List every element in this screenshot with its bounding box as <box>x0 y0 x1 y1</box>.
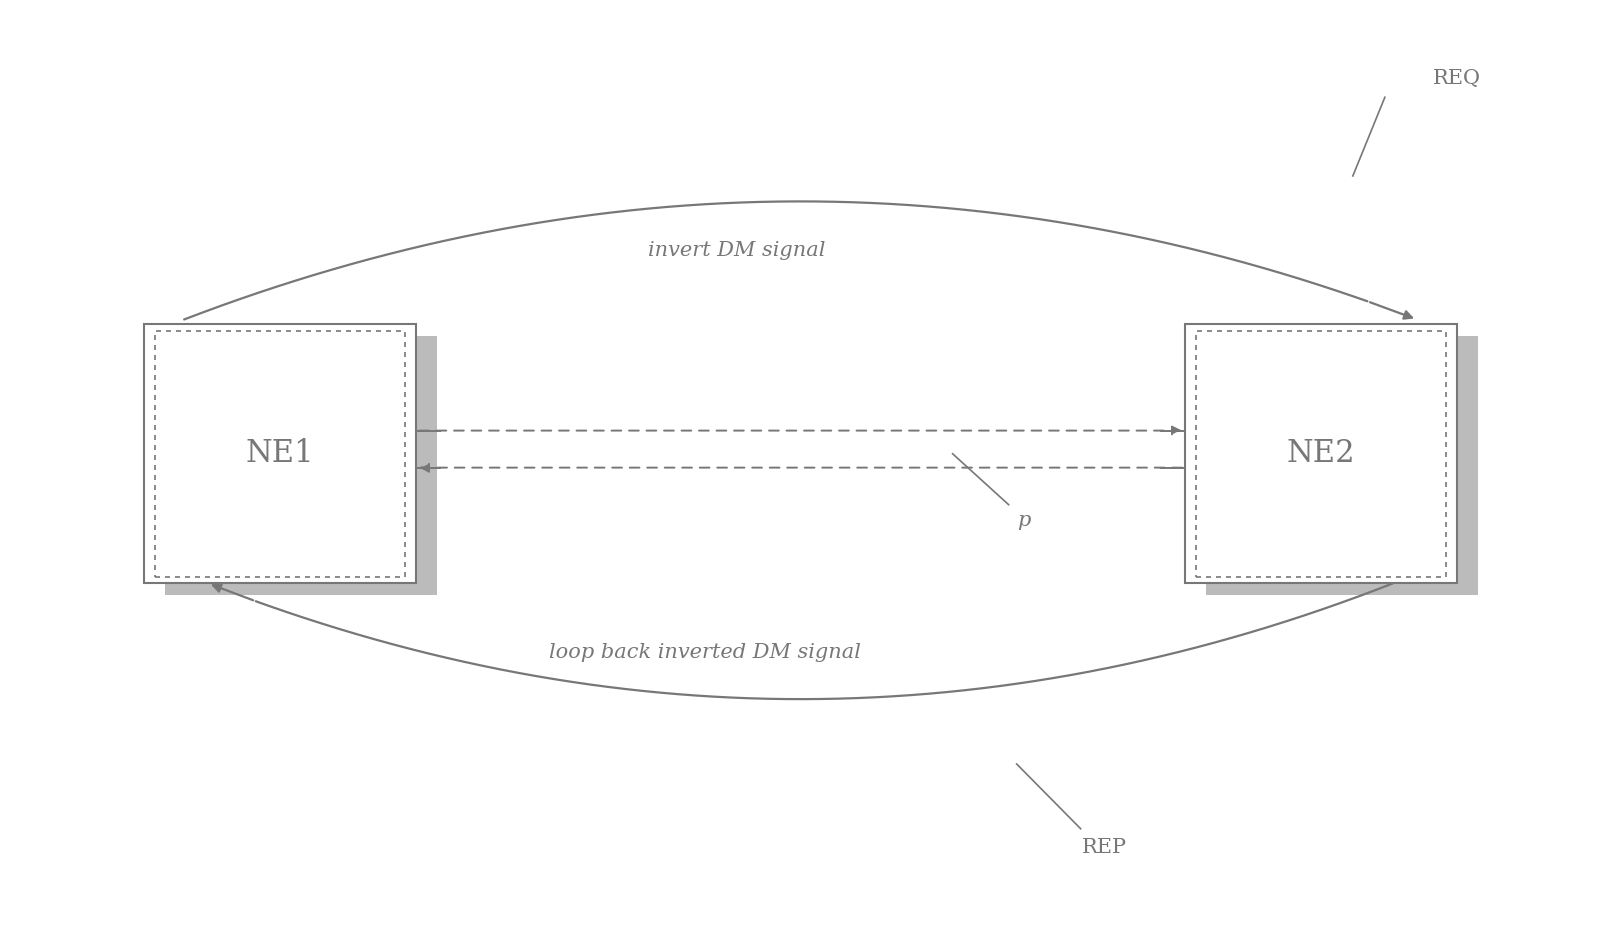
Bar <box>165 336 437 595</box>
Text: REQ: REQ <box>1433 69 1481 88</box>
Bar <box>155 331 405 577</box>
Text: p: p <box>1017 511 1029 531</box>
Bar <box>1196 331 1446 577</box>
Bar <box>1185 324 1457 583</box>
Bar <box>144 324 416 583</box>
Text: NE2: NE2 <box>1287 438 1354 469</box>
Text: NE1: NE1 <box>247 438 314 469</box>
Bar <box>1206 336 1478 595</box>
Text: REP: REP <box>1082 838 1127 857</box>
Text: loop back inverted DM signal: loop back inverted DM signal <box>549 644 860 662</box>
Text: invert DM signal: invert DM signal <box>648 241 825 259</box>
